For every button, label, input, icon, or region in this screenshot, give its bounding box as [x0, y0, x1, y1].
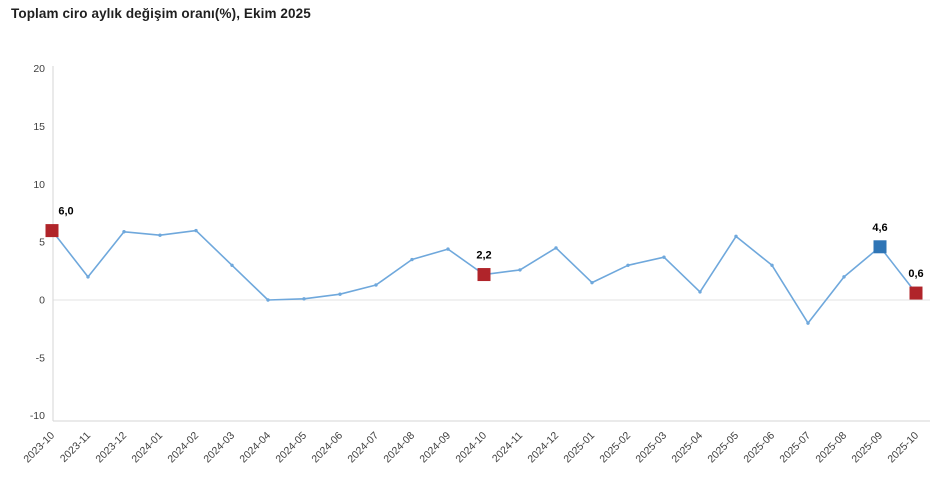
x-axis-label: 2025-06	[741, 430, 777, 466]
data-point-dot	[698, 290, 702, 294]
data-point-dot	[194, 228, 198, 233]
x-axis-label: 2024-02	[165, 430, 201, 466]
data-point-dot	[626, 263, 630, 267]
x-axis-label: 2025-02	[597, 430, 633, 466]
data-point-dot	[302, 297, 306, 301]
data-point-label: 2,2	[476, 250, 491, 262]
x-axis-label: 2024-09	[417, 430, 453, 466]
data-point-dot	[410, 257, 414, 262]
y-axis-tick-label: 15	[33, 121, 45, 133]
data-point-dot	[518, 268, 522, 272]
data-point-dot	[158, 233, 162, 237]
x-axis-label: 2025-05	[705, 430, 741, 466]
x-axis-label: 2024-10	[453, 430, 489, 466]
data-point-dot	[230, 263, 234, 267]
data-point-dot	[770, 263, 774, 267]
x-axis-label: 2024-05	[273, 430, 309, 466]
x-axis-label: 2024-01	[129, 430, 165, 466]
x-axis-label: 2025-03	[633, 430, 669, 466]
x-axis-label: 2024-03	[201, 430, 237, 466]
y-axis-tick-label: -5	[36, 352, 45, 364]
x-axis-label: 2024-07	[345, 430, 381, 466]
x-axis-label: 2025-10	[885, 430, 921, 466]
data-point-dot	[266, 298, 270, 302]
data-point-label: 4,6	[872, 222, 887, 234]
data-point-dot	[842, 275, 846, 279]
y-axis-tick-label: 0	[39, 295, 45, 307]
data-point-dot	[734, 234, 738, 239]
y-axis-tick-label: 20	[33, 63, 45, 75]
x-axis-label: 2025-04	[669, 430, 705, 466]
x-axis-label: 2025-01	[561, 430, 597, 466]
highlight-marker-red[interactable]	[45, 224, 59, 238]
data-point-dot	[374, 283, 378, 287]
x-axis-label: 2023-11	[58, 430, 93, 465]
x-axis-label: 2024-11	[490, 430, 525, 465]
data-point-dot	[446, 247, 450, 251]
data-point-dot	[338, 292, 342, 296]
x-axis-label: 2025-08	[813, 430, 849, 466]
x-axis-label: 2023-12	[93, 430, 129, 466]
x-axis-label: 2025-09	[849, 430, 885, 466]
data-point-dot	[806, 321, 810, 325]
highlight-marker-red[interactable]	[477, 268, 491, 282]
x-axis-label: 2024-08	[381, 430, 417, 466]
y-axis-tick-label: 10	[33, 179, 45, 191]
x-axis-label: 2025-07	[777, 430, 813, 466]
x-axis-label: 2024-12	[525, 430, 561, 466]
y-axis-tick-label: 5	[39, 237, 45, 249]
y-axis-tick-label: -10	[30, 410, 45, 422]
data-point-dot	[662, 255, 666, 259]
data-point-dot	[86, 275, 90, 279]
data-point-label: 0,6	[908, 268, 923, 280]
data-point-dot	[554, 246, 558, 250]
highlight-marker-red[interactable]	[909, 286, 923, 300]
data-point-dot	[122, 230, 126, 234]
highlight-marker-blue[interactable]	[873, 240, 887, 254]
data-point-dot	[590, 280, 594, 285]
x-axis-label: 2023-10	[21, 430, 57, 466]
x-axis-label: 2024-06	[309, 430, 345, 466]
chart-title: Toplam ciro aylık değişim oranı(%), Ekim…	[11, 6, 311, 21]
x-axis-label: 2024-04	[237, 430, 273, 466]
data-point-label: 6,0	[58, 206, 73, 218]
